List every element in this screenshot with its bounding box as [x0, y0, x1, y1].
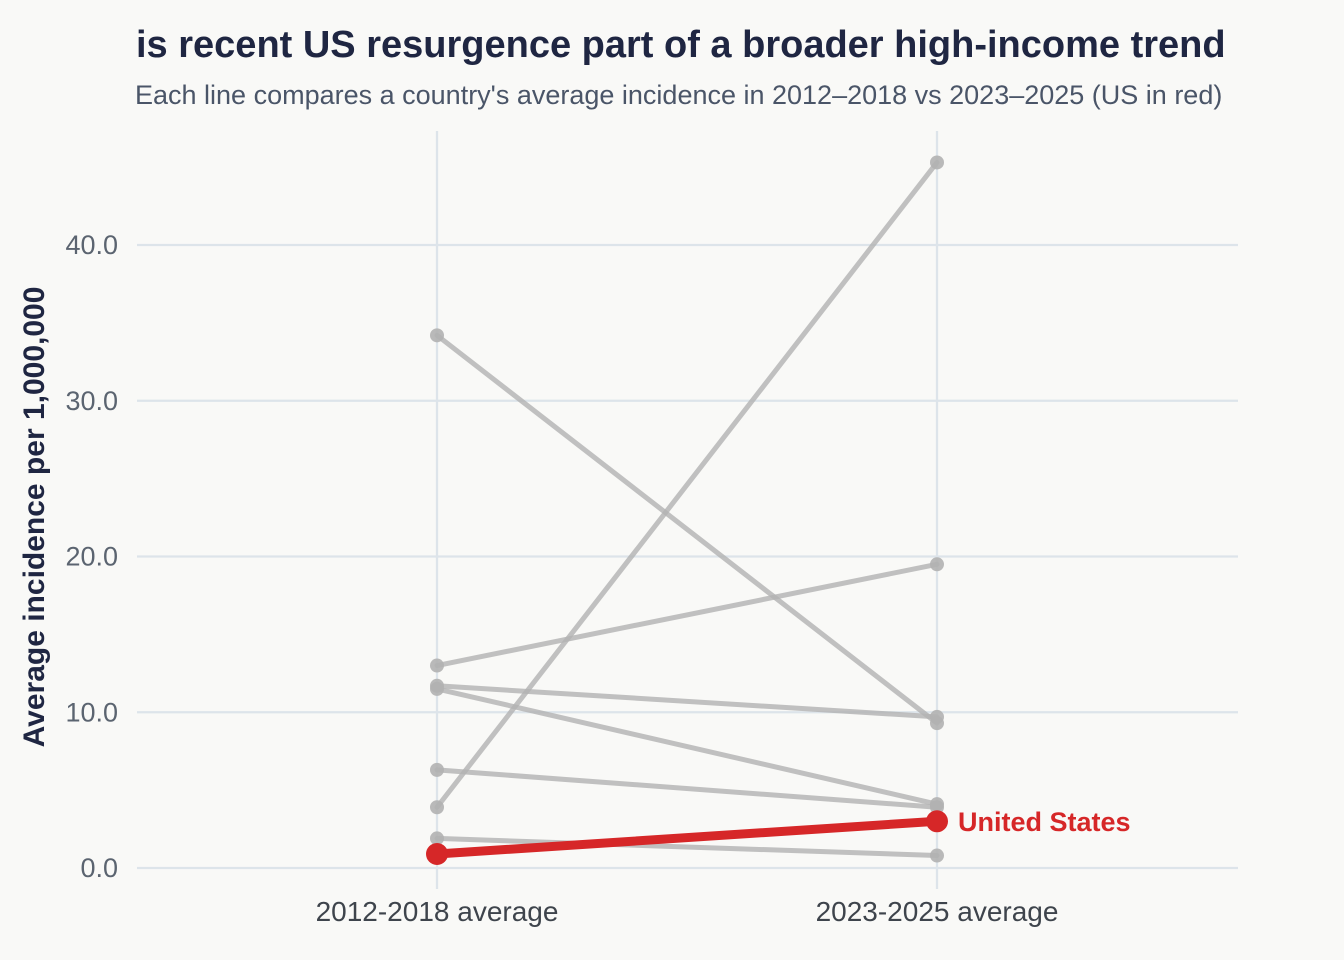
series-layer	[426, 155, 948, 865]
country-gray-6-slope-line	[434, 159, 940, 810]
united-states-label: United States	[958, 807, 1131, 837]
chart-subtitle: Each line compares a country's average i…	[135, 80, 1222, 110]
country-gray-4-slope-line	[434, 686, 940, 807]
country-gray-2-slope-line	[434, 561, 940, 669]
country-gray-3-slope-line	[434, 683, 940, 720]
country-gray-3-point-2023-2025	[930, 709, 944, 724]
y-tick-labels: 0.0 10.0 20.0 30.0 40.0	[65, 230, 118, 883]
country-gray-2-point-2012-2018	[430, 658, 444, 673]
country-gray-6-point-2023-2025	[930, 155, 944, 170]
grid-layer	[137, 131, 1238, 889]
us-slope-line	[432, 816, 942, 859]
y-tick-label-0.0: 0.0	[80, 853, 118, 883]
country-gray-6-point-2012-2018	[430, 800, 444, 815]
us-point-2012-2018	[426, 842, 448, 865]
country-gray-1-point-2012-2018	[430, 328, 444, 343]
y-tick-label-30.0: 30.0	[65, 386, 118, 416]
country-gray-5-point-2012-2018	[430, 762, 444, 777]
country-gray-7-point-2023-2025	[930, 848, 944, 863]
y-tick-label-20.0: 20.0	[65, 542, 118, 572]
country-gray-5-slope-line	[434, 767, 940, 810]
country-gray-2-point-2023-2025	[930, 557, 944, 572]
chart-title: is recent US resurgence part of a broade…	[136, 24, 1226, 66]
country-gray-5-point-2023-2025	[930, 800, 944, 815]
y-axis-title: Average incidence per 1,000,000	[18, 287, 51, 748]
country-gray-1-slope-line	[434, 332, 940, 726]
us-point-2023-2025	[926, 810, 948, 833]
x-category-label-right: 2023-2025 average	[816, 896, 1059, 927]
country-gray-4-point-2012-2018	[430, 681, 444, 696]
y-tick-label-10.0: 10.0	[65, 697, 118, 727]
y-tick-label-40.0: 40.0	[65, 230, 118, 260]
x-category-label-left: 2012-2018 average	[316, 896, 559, 927]
country-gray-7-point-2012-2018	[430, 831, 444, 846]
country-gray-7-slope-line	[434, 835, 940, 859]
